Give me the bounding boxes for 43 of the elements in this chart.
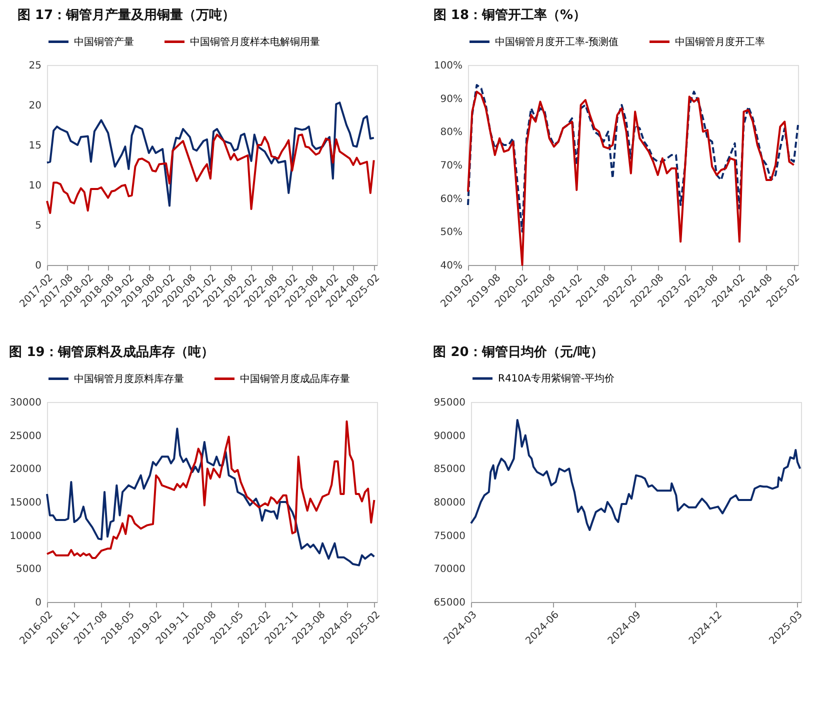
y-tick-label: 5000	[16, 564, 42, 576]
y-tick-label: 20000	[10, 464, 42, 476]
y-tick-label: 25	[28, 60, 42, 72]
chart-title: 图 17：铜管月产量及用铜量（万吨）	[17, 7, 236, 23]
y-tick-label: 5	[35, 220, 42, 232]
y-tick-label: 80%	[440, 127, 462, 138]
y-tick-label: 70000	[434, 564, 466, 576]
y-tick-label: 95000	[434, 398, 466, 408]
chart-title: 图 18：铜管开工率（%）	[433, 7, 586, 23]
y-tick-label: 30000	[10, 398, 42, 408]
y-tick-label: 60%	[440, 194, 462, 205]
y-tick-label: 85000	[434, 464, 466, 476]
line-series	[470, 419, 802, 531]
y-tick-label: 10000	[10, 530, 42, 542]
y-tick-label: 80000	[434, 498, 466, 508]
y-tick-label: 0	[35, 260, 42, 272]
y-tick-label: 90%	[440, 94, 462, 105]
legend-label: 中国铜管月度样本电解铜用量	[190, 36, 320, 48]
y-tick-label: 65000	[434, 598, 466, 608]
y-tick-label: 40%	[440, 260, 462, 272]
chart-title: 图 19：铜管原料及成品库存（吨）	[9, 344, 214, 360]
legend-label: 中国铜管产量	[74, 36, 134, 48]
legend-label: R410A专用紫铜管-平均价	[498, 372, 614, 384]
line-series	[467, 84, 799, 233]
y-tick-label: 100%	[434, 60, 462, 72]
y-tick-label: 20	[28, 100, 42, 112]
chart-title: 图 20：铜管日均价（元/吨）	[433, 345, 604, 360]
line-series	[46, 134, 375, 214]
legend-label: 中国铜管月度成品库存量	[240, 372, 350, 385]
y-tick-label: 0	[35, 598, 42, 608]
y-tick-label: 25000	[10, 430, 42, 442]
legend-label: 中国铜管月度原料库存量	[74, 372, 184, 385]
y-tick-label: 75000	[434, 530, 466, 542]
y-tick-label: 15	[28, 140, 42, 152]
line-series	[46, 102, 375, 207]
y-tick-label: 10	[28, 180, 42, 192]
y-tick-label: 50%	[440, 227, 462, 238]
line-series	[467, 90, 795, 266]
legend-label: 中国铜管月度开工率	[675, 36, 765, 48]
y-tick-label: 70%	[440, 160, 462, 172]
y-tick-label: 90000	[434, 430, 466, 442]
y-tick-label: 15000	[10, 498, 42, 508]
legend-label: 中国铜管月度开工率-预测值	[495, 36, 619, 48]
